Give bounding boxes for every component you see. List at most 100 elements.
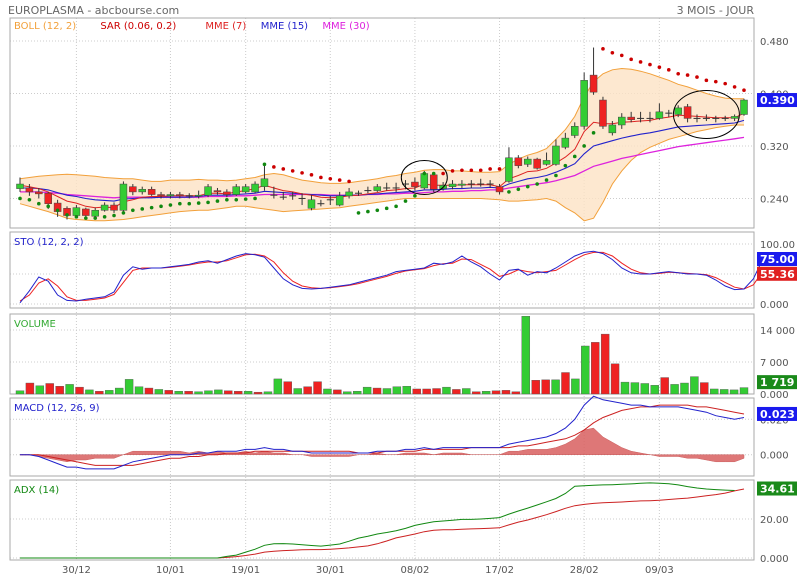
candle-16 [166, 191, 175, 199]
volume-badge-text: 1 719 [760, 376, 794, 389]
candle-74 [712, 115, 720, 123]
candle-body [129, 186, 137, 193]
x-tick-6: 28/02 [570, 565, 599, 576]
candle-body [82, 208, 90, 216]
candle-9 [100, 202, 109, 212]
sto-d-line [19, 251, 764, 302]
volume-bar-8 [95, 391, 104, 395]
volume-bar-23 [243, 391, 253, 395]
stochastic-panel [19, 250, 764, 304]
legends: BOLL (12, 2) SAR (0.06, 0.2) MME (7) MME (1… [14, 21, 370, 496]
volume-bar-0 [15, 390, 25, 395]
sar-dot-57 [554, 173, 558, 178]
candle-body [411, 181, 419, 187]
candle-36 [354, 190, 362, 196]
sar-dot-58 [563, 163, 568, 168]
sar-dot-42 [413, 194, 417, 198]
candle-body [251, 183, 259, 193]
volume-bar-3 [45, 383, 54, 395]
sar-dot-73 [704, 78, 709, 83]
sar-dot-27 [272, 165, 276, 169]
sar-dot-22 [225, 197, 229, 202]
sar-dot-69 [666, 68, 671, 72]
candle-body [157, 194, 165, 197]
adx-panel [20, 482, 745, 559]
sar-dot-39 [384, 206, 389, 211]
candle-19 [194, 190, 203, 199]
candle-48 [467, 180, 475, 188]
volume-bar-29 [303, 386, 312, 395]
sar-dot-43 [422, 171, 427, 176]
legend-main-4: MME (30) [322, 21, 369, 32]
y-tick-vol-0: 14 000 [760, 326, 795, 337]
sar-dot-17 [178, 201, 182, 206]
volume-bar-50 [511, 391, 521, 395]
sto-k-badge-text: 75.00 [760, 253, 795, 266]
sar-dot-53 [516, 187, 521, 192]
volume-bar-11 [124, 379, 134, 395]
candle-body [420, 173, 429, 189]
candle-12 [129, 184, 137, 196]
sar-dot-7 [84, 216, 88, 220]
sar-dot-8 [93, 216, 98, 220]
candle-70 [674, 105, 682, 118]
candle-26 [260, 164, 269, 191]
bollinger-band [19, 67, 744, 222]
candle-59 [571, 122, 579, 139]
volume-bar-60 [610, 363, 620, 395]
candle-28 [279, 191, 287, 200]
legend-main-3: MME (15) [261, 21, 308, 32]
volume-bar-66 [670, 384, 679, 395]
y-tick-adx-0: 20.00 [760, 515, 789, 526]
volume-bar-51 [521, 316, 531, 395]
bollinger-upper [19, 67, 744, 184]
volume-bar-69 [700, 382, 709, 395]
sar-dot-66 [638, 60, 643, 64]
sar-dot-45 [441, 171, 445, 176]
volume-bar-70 [710, 388, 719, 395]
macd-badge: 0.023 [757, 406, 797, 421]
sar-dot-68 [657, 65, 662, 70]
candle-50 [486, 180, 494, 188]
volume-bar-27 [283, 381, 292, 395]
sar-dot-51 [497, 167, 502, 171]
adx-line [20, 482, 735, 559]
panel-frame-main [9, 17, 755, 229]
candle-49 [477, 178, 485, 187]
candle-body [72, 207, 81, 216]
candle-31 [307, 195, 316, 211]
panel-frame-vol [9, 313, 755, 395]
candle-22 [223, 189, 231, 198]
panels [9, 17, 755, 561]
x-tick-2: 19/01 [231, 565, 260, 576]
sar-dot-21 [215, 199, 220, 203]
candle-body [335, 195, 344, 206]
volume-bar-71 [719, 389, 729, 395]
candle-body [345, 191, 353, 197]
volume-bar-41 [422, 388, 431, 395]
macd-histogram [20, 427, 745, 463]
sar-dot-24 [243, 197, 248, 201]
volume-bar-7 [85, 389, 94, 395]
sar-dot-3 [46, 204, 51, 209]
volume-bar-56 [571, 378, 580, 395]
macd-badge-bg [757, 406, 797, 421]
candle-body [194, 194, 203, 197]
sar-dot-63 [610, 50, 615, 55]
sar-dot-16 [168, 203, 173, 207]
volume-bar-30 [313, 381, 322, 395]
volume-bar-26 [273, 378, 283, 395]
y-tick-vol-1: 7 000 [760, 358, 789, 369]
sar-dot-34 [337, 178, 342, 182]
sar-dot-44 [431, 171, 436, 176]
sar-dot-38 [375, 208, 380, 213]
candle-76 [730, 114, 739, 122]
volume-bar-42 [432, 388, 441, 395]
candle-52 [505, 147, 513, 183]
last-price-badge-text: 0.390 [760, 94, 795, 107]
volume-bar-59 [600, 333, 610, 395]
volume-bar-61 [620, 381, 630, 395]
volume-bar-18 [194, 391, 203, 395]
candle-73 [702, 114, 710, 122]
candle-body [655, 111, 664, 119]
